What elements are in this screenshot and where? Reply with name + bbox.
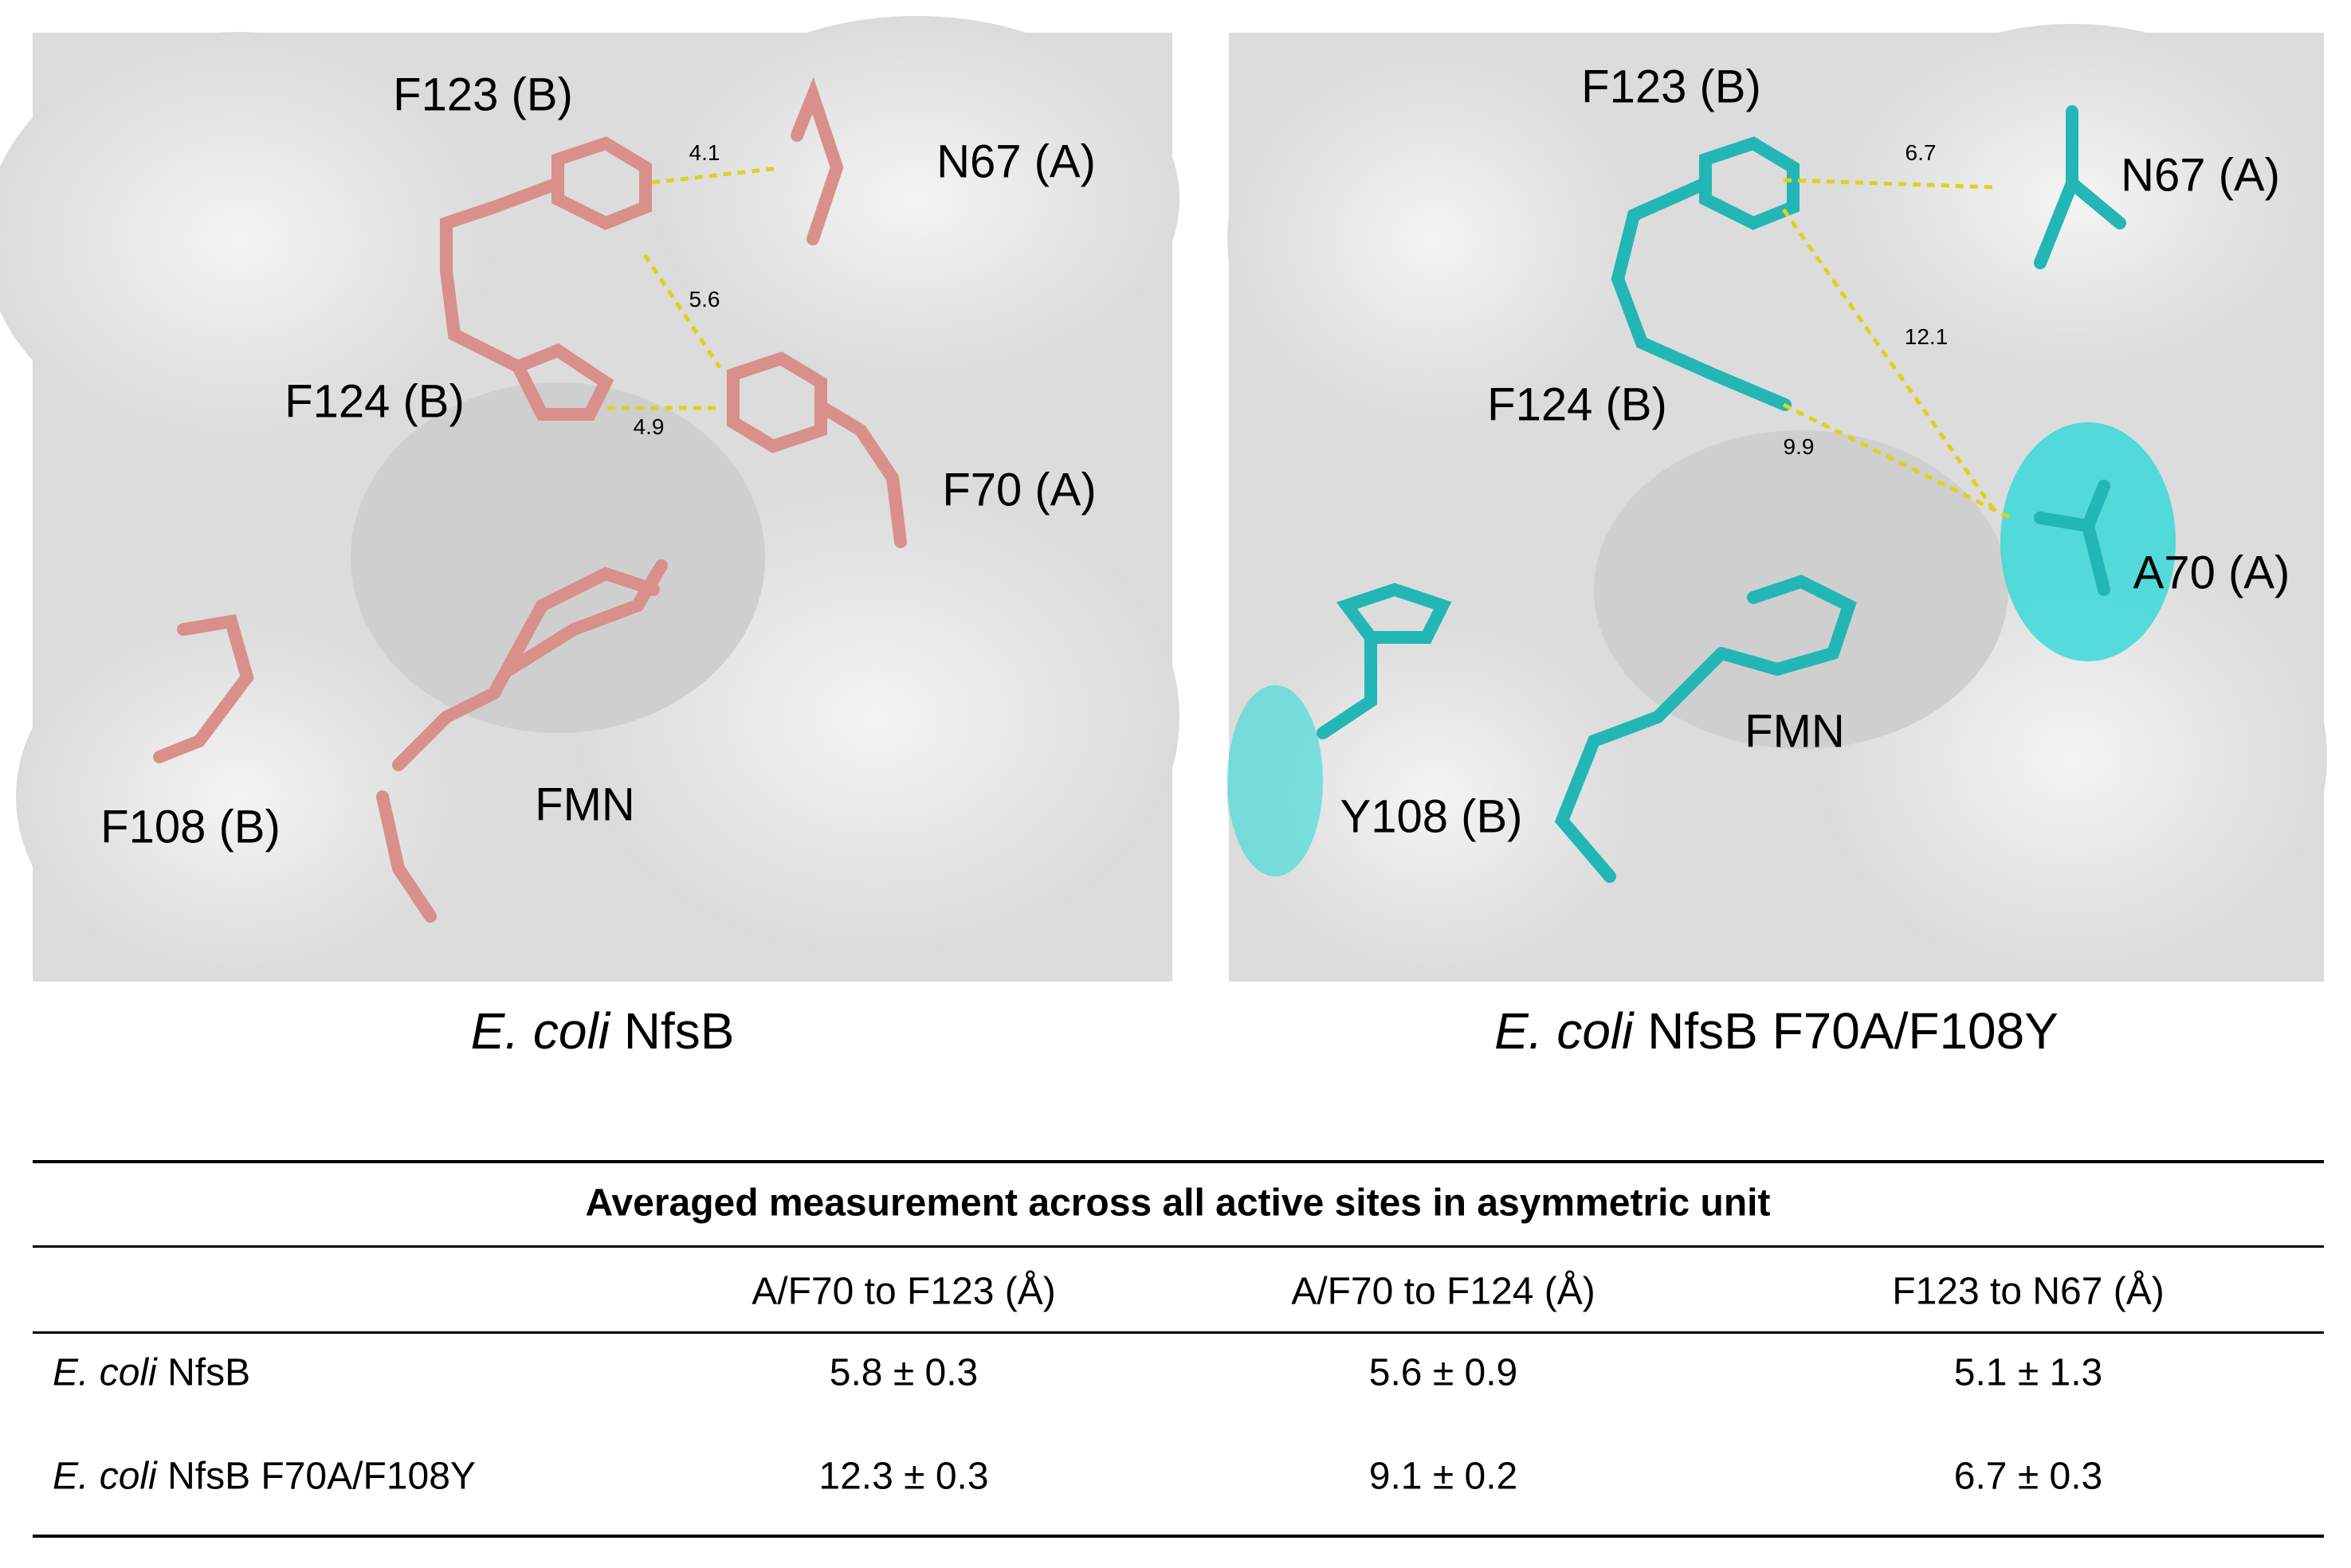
caption: E. coli NfsB F70A/F108Y xyxy=(1494,1002,2059,1060)
row-label-italic: E. coli xyxy=(53,1351,157,1394)
row-label-text: NfsB xyxy=(167,1351,251,1394)
residue-label: FMN xyxy=(1745,705,1845,758)
residue-label: FMN xyxy=(535,778,635,831)
distance-label: 6.7 xyxy=(1905,140,1937,165)
table-cell: 12.3 ± 0.3 xyxy=(818,1455,989,1498)
residue-label: N67 (A) xyxy=(936,135,1096,188)
residue-label: N67 (A) xyxy=(2121,149,2280,202)
residue-label: F124 (B) xyxy=(1487,378,1667,431)
table-cell: 5.1 ± 1.3 xyxy=(1953,1351,2103,1394)
table-cell: 5.8 ± 0.3 xyxy=(829,1351,979,1394)
caption: E. coli NfsB xyxy=(471,1002,735,1060)
caption-text: NfsB xyxy=(623,1002,735,1060)
structure-figures xyxy=(0,16,2327,982)
table-cell: 5.6 ± 0.9 xyxy=(1368,1351,1518,1394)
distance-label: 9.9 xyxy=(1783,434,1815,459)
residue-label: Y108 (B) xyxy=(1340,790,1523,843)
table-title: Averaged measurement across all active s… xyxy=(585,1182,1771,1225)
distance-label: 4.1 xyxy=(689,140,720,165)
row-label-text: NfsB F70A/F108Y xyxy=(167,1455,476,1498)
distance-label: 4.9 xyxy=(633,414,665,439)
row-label-italic: E. coli xyxy=(53,1455,157,1498)
caption-text: NfsB F70A/F108Y xyxy=(1647,1002,2059,1060)
residue-label: F123 (B) xyxy=(1581,61,1761,113)
distance-label: 5.6 xyxy=(689,287,720,312)
caption-italic: E. coli xyxy=(470,1002,610,1060)
table-rule xyxy=(33,1535,2324,1538)
residue-label: F124 (B) xyxy=(285,375,465,428)
column-header: F123 to N67 (Å) xyxy=(1892,1270,2165,1313)
row-label: E. coli NfsB F70A/F108Y xyxy=(53,1455,476,1499)
residue-label: A70 (A) xyxy=(2133,547,2290,599)
residue-label: F108 (B) xyxy=(100,801,281,853)
table-cell: 6.7 ± 0.3 xyxy=(1953,1455,2103,1498)
distance-label: 12.1 xyxy=(1904,324,1949,349)
table-rule xyxy=(33,1160,2324,1163)
panel-wildtype xyxy=(0,16,1179,982)
table-rule xyxy=(33,1331,2324,1334)
residue-label: F123 (B) xyxy=(393,69,573,121)
residue-label: F70 (A) xyxy=(942,464,1097,516)
caption-italic: E. coli xyxy=(1494,1002,1634,1060)
row-label: E. coli NfsB xyxy=(53,1351,250,1395)
table-cell: 9.1 ± 0.2 xyxy=(1368,1455,1518,1498)
panel-mutant xyxy=(1227,24,2327,982)
table-rule xyxy=(33,1245,2324,1248)
column-header: A/F70 to F123 (Å) xyxy=(752,1270,1056,1313)
column-header: A/F70 to F124 (Å) xyxy=(1291,1270,1595,1313)
